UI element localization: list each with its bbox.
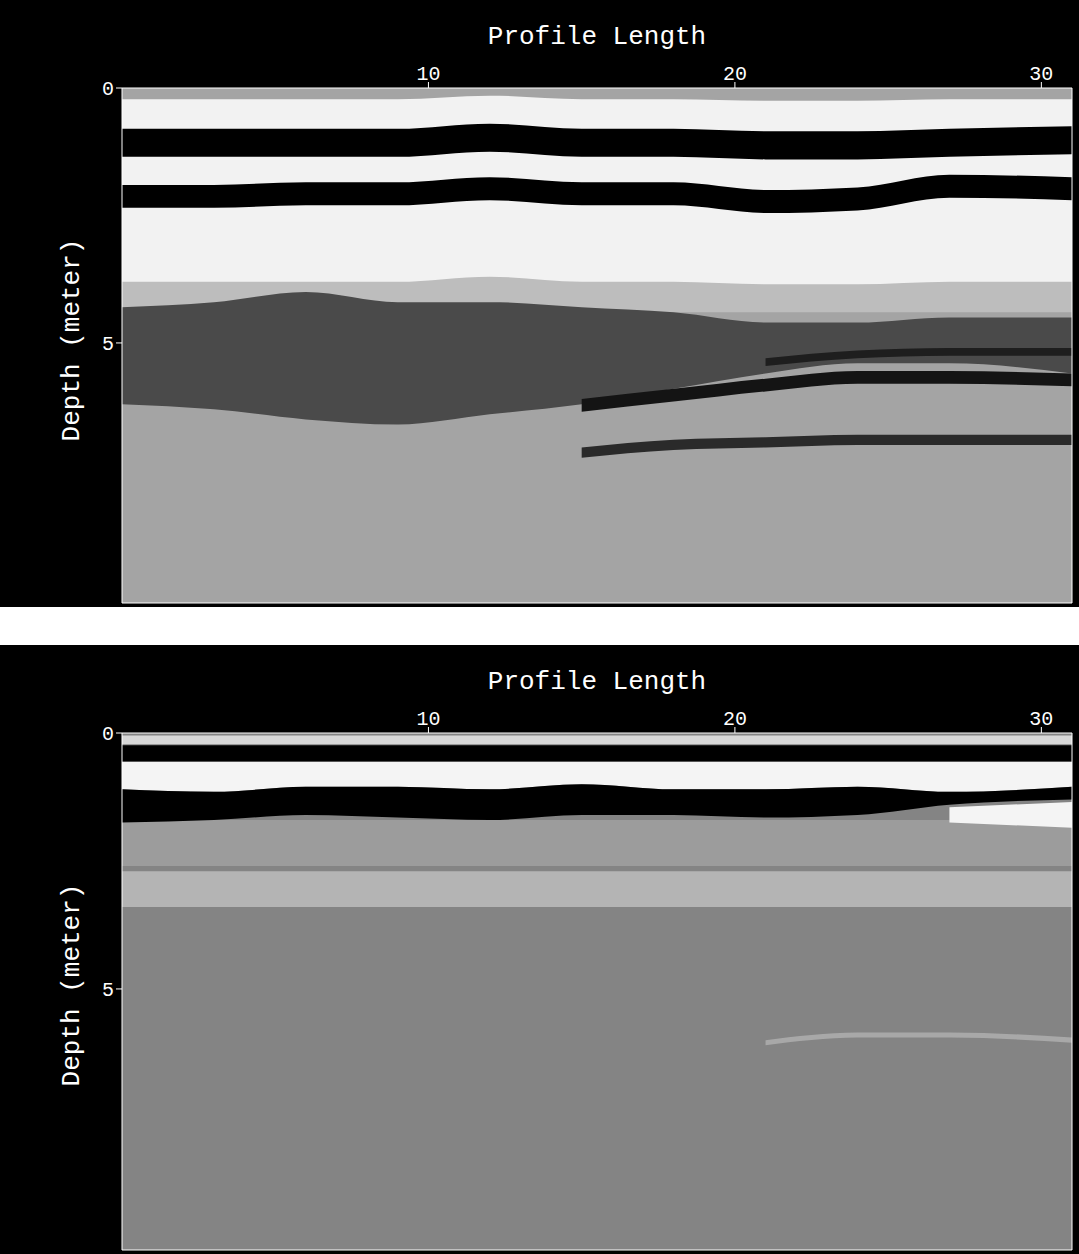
html-text:Profile Length: Profile Length [487, 667, 707, 697]
svg-text:10: 10 [416, 63, 440, 86]
svg-text:10: 10 [416, 708, 440, 731]
svg-text:20: 20 [723, 63, 747, 86]
svg-text:5: 5 [102, 333, 114, 356]
svg-text:0: 0 [102, 723, 114, 746]
html-text:Profile Length: Profile Length [487, 22, 707, 52]
svg-text:0: 0 [102, 78, 114, 101]
svg-text:20: 20 [723, 708, 747, 731]
svg-text:30: 30 [1029, 63, 1053, 86]
svg-text:5: 5 [102, 979, 114, 1002]
html-text:Depth (meter): Depth (meter) [57, 883, 87, 1087]
html-text:Depth (meter): Depth (meter) [57, 238, 87, 442]
svg-text:30: 30 [1029, 708, 1053, 731]
